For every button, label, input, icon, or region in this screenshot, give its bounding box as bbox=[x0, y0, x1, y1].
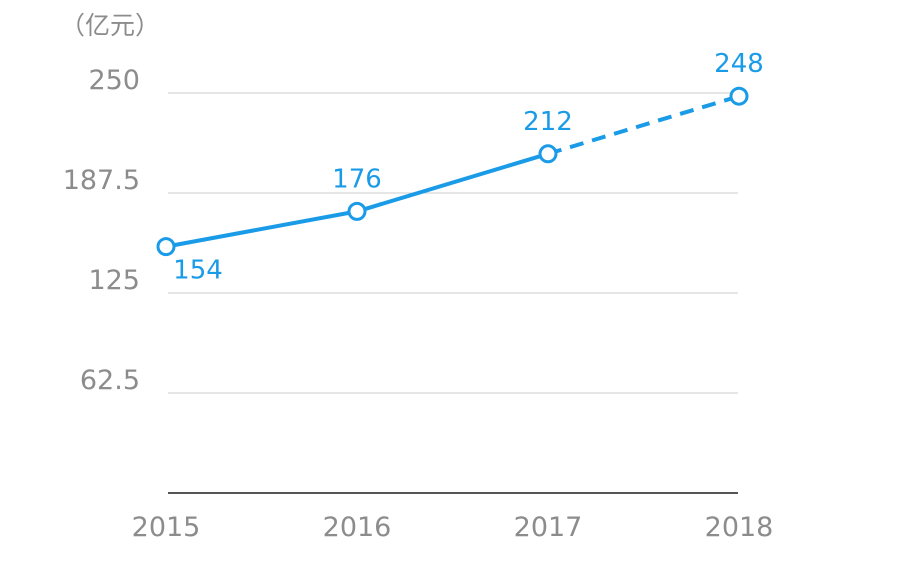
data-point bbox=[729, 86, 749, 106]
x-tick-label: 2016 bbox=[323, 512, 392, 543]
data-point bbox=[156, 237, 176, 257]
data-labels: 154 176 212 248 bbox=[173, 49, 764, 285]
data-point bbox=[538, 144, 558, 164]
x-tick-labels: 2015 2016 2017 2018 bbox=[132, 512, 774, 543]
data-label: 248 bbox=[714, 49, 764, 79]
series-layer bbox=[156, 86, 749, 257]
x-tick-label: 2018 bbox=[705, 512, 774, 543]
y-tick-labels: 62.5 125 187.5 250 bbox=[63, 65, 140, 396]
x-tick-label: 2015 bbox=[132, 512, 201, 543]
y-tick-label: 250 bbox=[88, 65, 140, 96]
series-line-projected bbox=[547, 94, 740, 156]
grid-layer bbox=[168, 92, 738, 494]
data-label: 176 bbox=[332, 164, 382, 194]
x-tick-label: 2017 bbox=[514, 512, 583, 543]
y-tick-label: 62.5 bbox=[80, 365, 140, 396]
y-tick-label: 187.5 bbox=[63, 165, 140, 196]
unit-label: （亿元） bbox=[60, 11, 160, 40]
data-label: 212 bbox=[523, 107, 573, 137]
y-tick-label: 125 bbox=[88, 265, 140, 296]
data-label: 154 bbox=[173, 256, 223, 286]
data-point bbox=[347, 201, 367, 221]
